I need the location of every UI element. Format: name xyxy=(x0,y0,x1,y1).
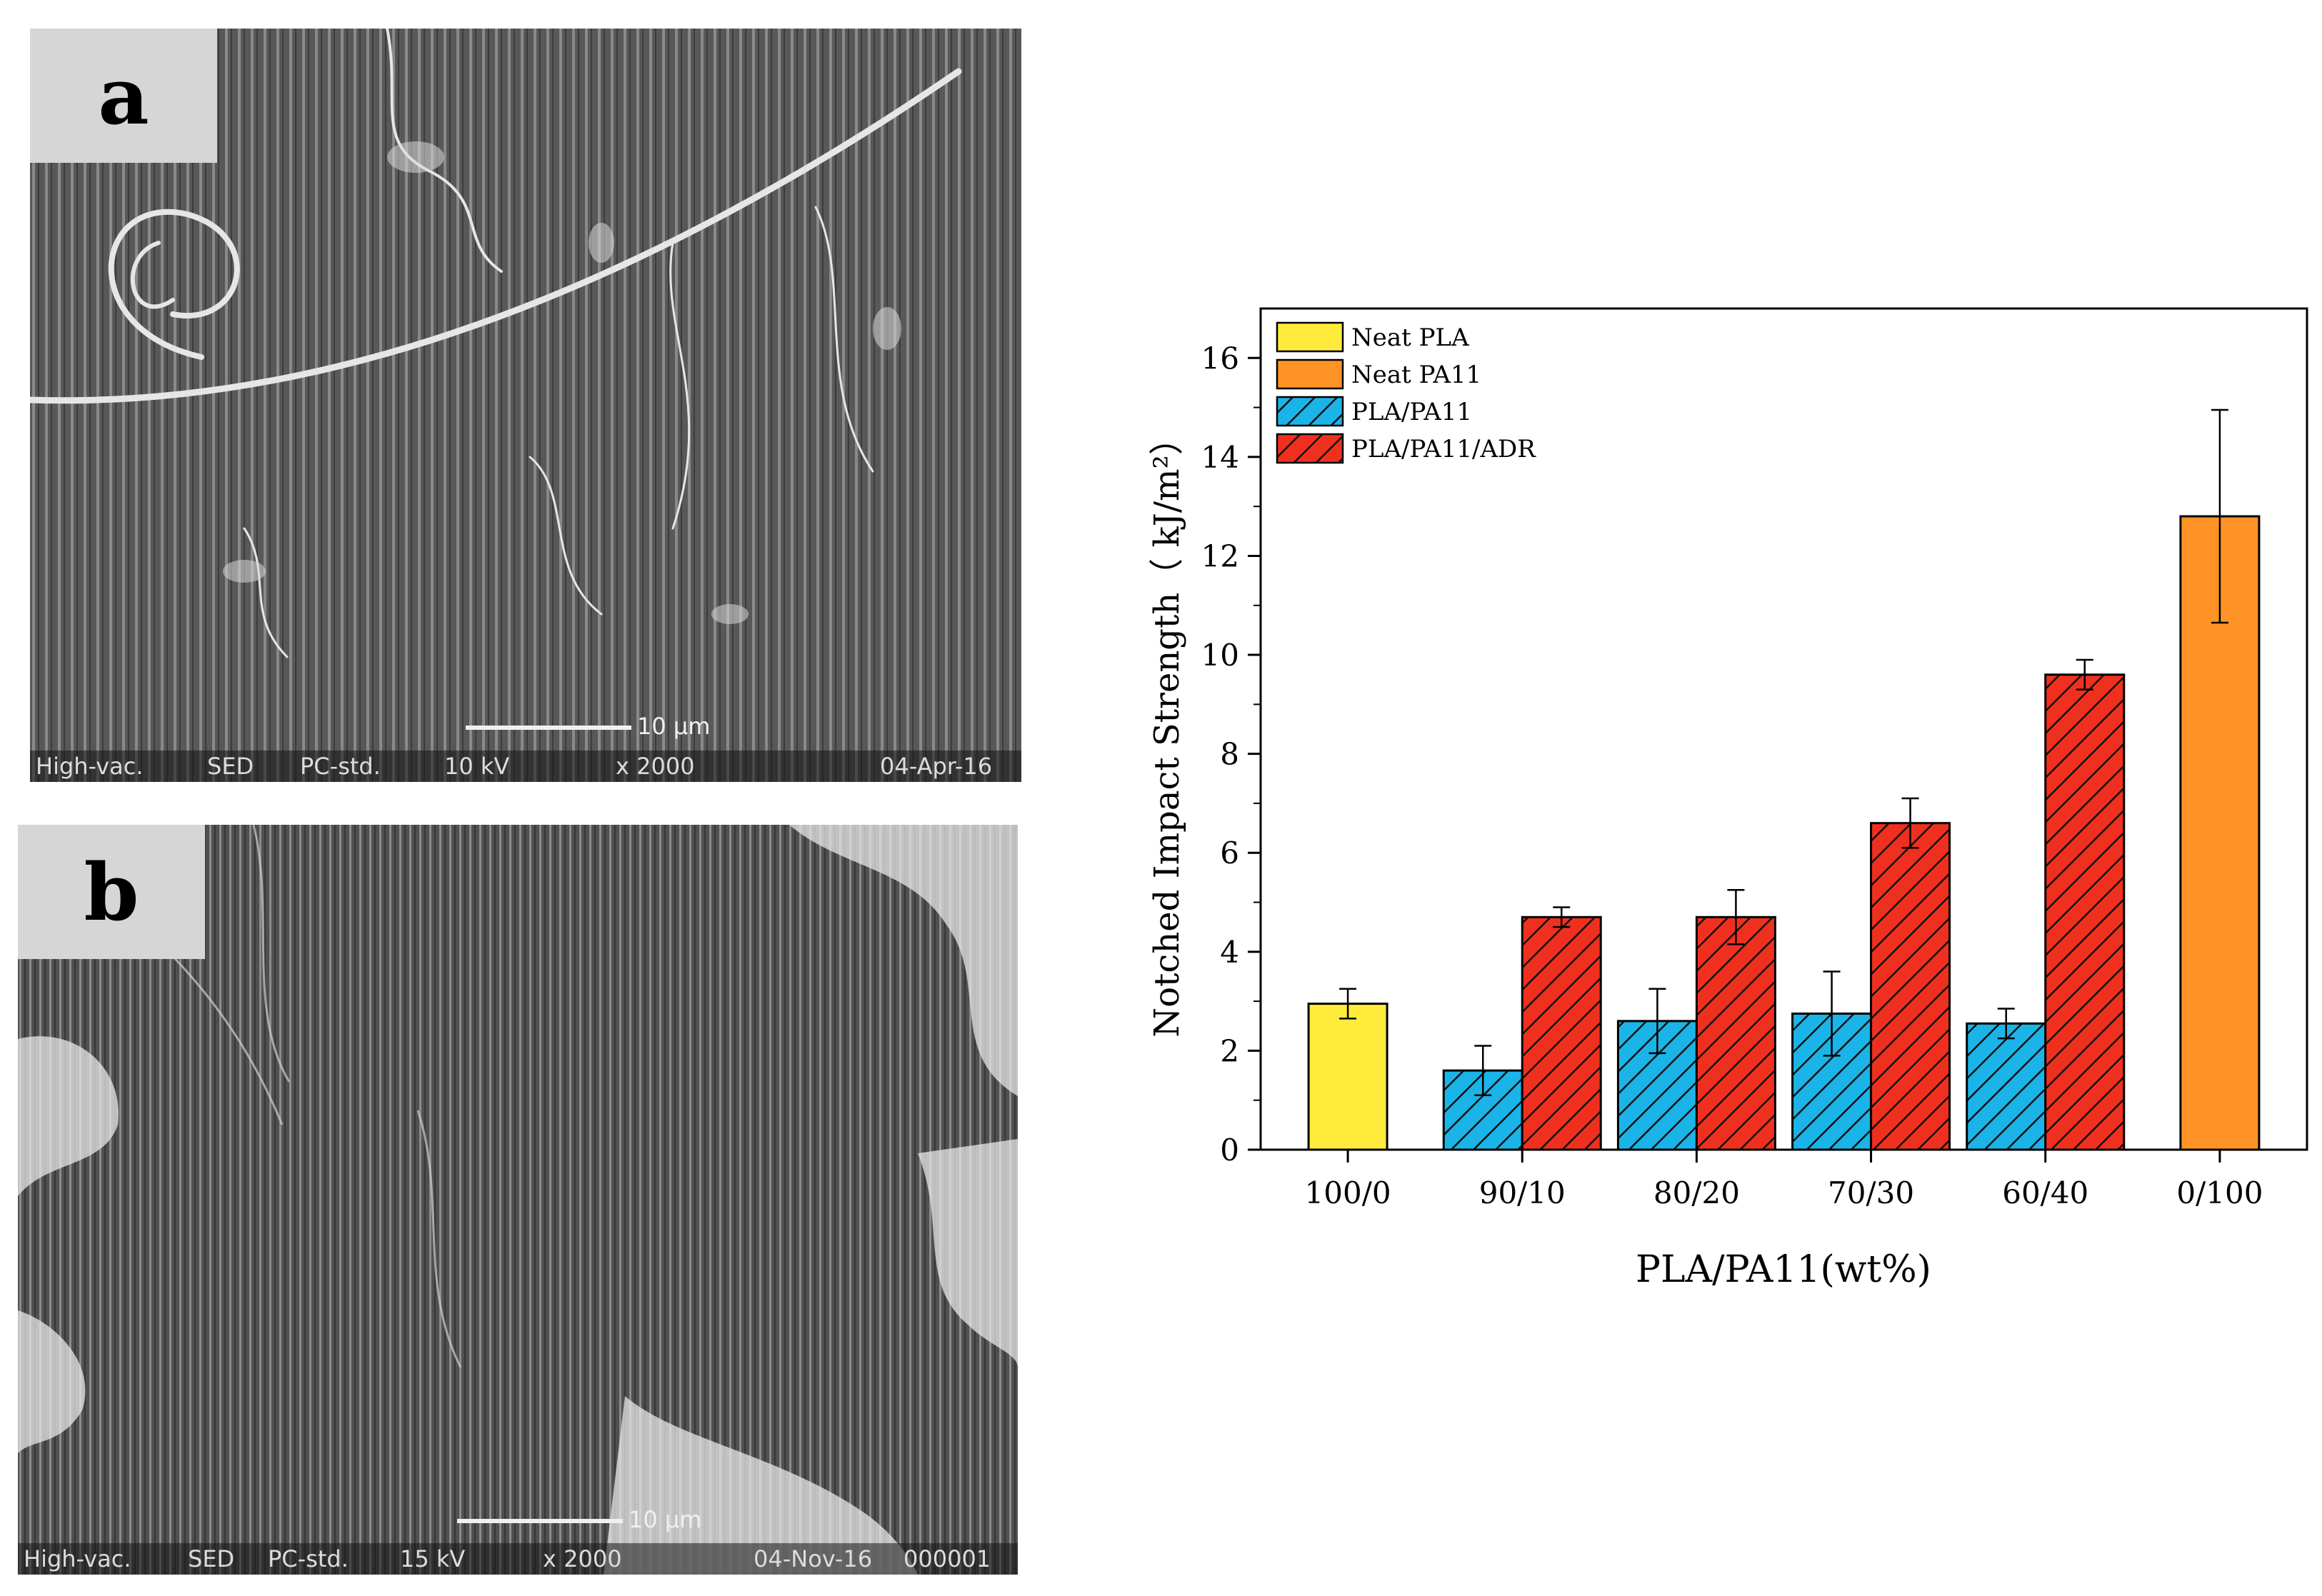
legend-swatch xyxy=(1276,433,1344,464)
footer-b-vac: High-vac. xyxy=(24,1545,131,1572)
bar-neat-pla-100-0 xyxy=(1307,1003,1388,1151)
legend-label: PLA/PA11/ADR xyxy=(1351,435,1536,463)
chart-svg: 0 2 4 6 8 10 12 14 16 100/0 90/10 80/20 70/30 60/40 0… xyxy=(1147,307,2308,1291)
panel-label-b-text: b xyxy=(84,845,139,938)
bar-pla-pa11-60-40 xyxy=(1966,1022,2047,1151)
error-bars-layer xyxy=(1339,408,2228,1097)
sem-footer-b: High-vac. SED PC-std. 15 kV x 2000 04-No… xyxy=(18,1543,1018,1575)
y-tick-label: 16 xyxy=(1201,341,1239,376)
bars-layer xyxy=(1307,515,2261,1151)
error-bar-pla-pa11-adr-60-40 xyxy=(2076,658,2093,691)
footer-b-kv: 15 kV xyxy=(400,1545,466,1572)
plot-frame xyxy=(1259,307,2308,1151)
error-bar-neat-pa11-0-100 xyxy=(2211,408,2228,624)
error-bar-neat-pla-100-0 xyxy=(1339,988,1357,1020)
footer-b-mode: PC-std. xyxy=(268,1545,349,1572)
legend-swatch xyxy=(1276,396,1344,427)
y-axis-label: Notched Impact Strength（ kJ/m²） xyxy=(1147,421,1187,1038)
bar-pla-pa11-adr-60-40 xyxy=(2044,673,2126,1151)
y-tick-label: 8 xyxy=(1220,737,1239,772)
bar-pla-pa11-adr-90-10 xyxy=(1521,915,1602,1151)
y-axis: 0 2 4 6 8 10 12 14 16 xyxy=(1201,341,1261,1168)
sem-panel-a: a 10 μm High-vac. SED PC-std. 10 kV x 20… xyxy=(30,29,1021,782)
y-tick-label: 0 xyxy=(1220,1133,1239,1168)
x-tick-label: 60/40 xyxy=(2002,1175,2088,1210)
legend-item-neat-pla: Neat PLA xyxy=(1276,321,1469,353)
x-tick-label: 0/100 xyxy=(2176,1175,2263,1210)
sem-footer-a: High-vac. SED PC-std. 10 kV x 2000 04-Ap… xyxy=(30,751,1021,782)
legend-label: PLA/PA11 xyxy=(1351,398,1472,426)
bar-pla-pa11-adr-70-30 xyxy=(1870,822,1951,1151)
error-bar-pla-pa11-70-30 xyxy=(1823,970,1841,1057)
x-axis: 100/0 90/10 80/20 70/30 60/40 0/100 xyxy=(1305,1150,2263,1210)
error-bar-pla-pa11-60-40 xyxy=(1997,1008,2015,1040)
x-tick-label: 90/10 xyxy=(1479,1175,1566,1210)
y-tick-label: 4 xyxy=(1220,935,1239,970)
error-bar-pla-pa11-80-20 xyxy=(1648,988,1666,1055)
footer-b-mag: x 2000 xyxy=(543,1545,622,1572)
scale-text-b: 10 μm xyxy=(629,1506,702,1533)
y-tick-label: 14 xyxy=(1201,440,1239,475)
legend-swatch xyxy=(1276,358,1344,390)
scale-bar-b xyxy=(457,1519,623,1523)
legend-item-pla-pa11: PLA/PA11 xyxy=(1276,396,1472,427)
footer-a-vac: High-vac. xyxy=(36,753,144,780)
footer-a-mag: x 2000 xyxy=(616,753,695,780)
footer-a-det: SED xyxy=(207,753,254,780)
error-bar-pla-pa11-adr-80-20 xyxy=(1727,888,1745,945)
footer-b-det: SED xyxy=(188,1545,235,1572)
error-bar-pla-pa11-90-10 xyxy=(1474,1045,1492,1097)
legend-label: Neat PLA xyxy=(1351,323,1469,352)
sem-panel-b: b 10 μm High-vac. SED PC-std. 15 kV x 20… xyxy=(18,825,1018,1575)
x-tick-label: 80/20 xyxy=(1653,1175,1740,1210)
scale-bar-a xyxy=(466,726,631,730)
y-tick-label: 2 xyxy=(1220,1033,1239,1068)
error-bar-pla-pa11-adr-90-10 xyxy=(1553,906,1571,928)
footer-b-id: 000001 xyxy=(904,1545,991,1572)
panel-label-b: b xyxy=(18,825,205,959)
legend: Neat PLA Neat PA11 PLA/PA11 PLA/PA11/ADR xyxy=(1276,321,1536,464)
error-bar-pla-pa11-adr-70-30 xyxy=(1901,797,1919,849)
x-tick-label: 70/30 xyxy=(1828,1175,1914,1210)
x-axis-label: PLA/PA11(wt%) xyxy=(1636,1248,1931,1291)
bar-pla-pa11-adr-80-20 xyxy=(1695,915,1776,1151)
panel-label-a: a xyxy=(30,29,217,163)
footer-a-kv: 10 kV xyxy=(444,753,510,780)
y-tick-label: 10 xyxy=(1201,638,1239,673)
y-tick-label: 6 xyxy=(1220,835,1239,870)
legend-swatch xyxy=(1276,321,1344,353)
legend-item-pla-pa11-adr: PLA/PA11/ADR xyxy=(1276,433,1536,464)
scale-text-a: 10 μm xyxy=(637,713,711,740)
footer-a-mode: PC-std. xyxy=(300,753,381,780)
y-tick-label: 12 xyxy=(1201,538,1239,573)
panel-label-a-text: a xyxy=(98,49,149,142)
impact-strength-chart: 0 2 4 6 8 10 12 14 16 100/0 90/10 80/20 70/30 60/40 0… xyxy=(1114,286,2314,1321)
footer-a-date: 04-Apr-16 xyxy=(880,753,993,780)
footer-b-date: 04-Nov-16 xyxy=(754,1545,873,1572)
legend-label: Neat PA11 xyxy=(1351,361,1481,389)
x-tick-label: 100/0 xyxy=(1305,1175,1391,1210)
legend-item-neat-pa11: Neat PA11 xyxy=(1276,358,1481,390)
